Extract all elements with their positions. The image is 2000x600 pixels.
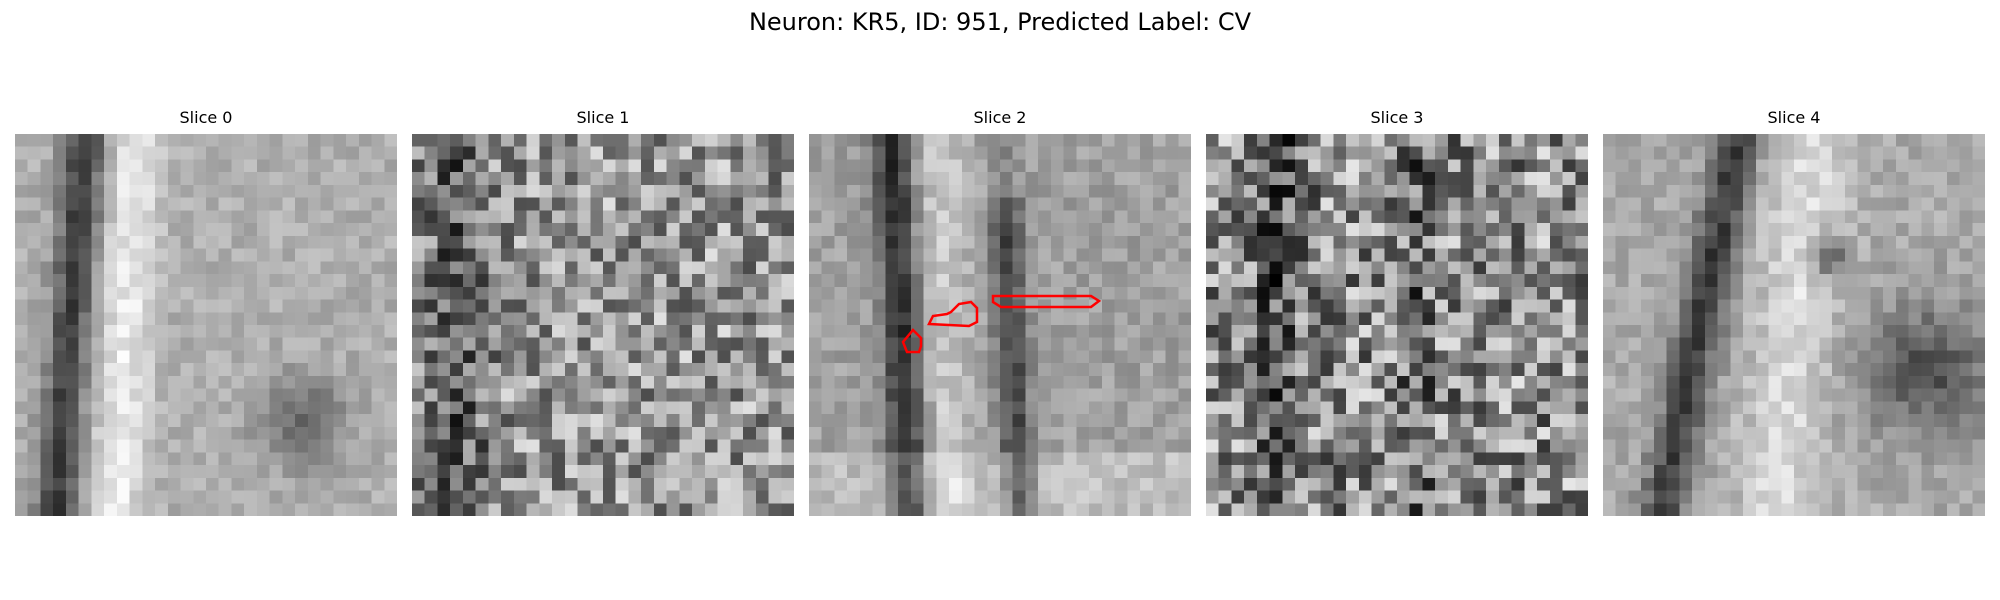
slice-panel-4: Slice 4: [1603, 108, 1985, 516]
slice-panel-3: Slice 3: [1206, 108, 1588, 516]
slice-image-3: [1206, 134, 1588, 516]
slice-panel-2: Slice 2: [809, 108, 1191, 516]
slice-title-0: Slice 0: [179, 108, 233, 127]
slice-image-4: [1603, 134, 1985, 516]
slice-title-2: Slice 2: [973, 108, 1027, 127]
slice-image-2: [809, 134, 1191, 516]
slice-panel-0: Slice 0: [15, 108, 397, 516]
slice-image-1: [412, 134, 794, 516]
slice-title-3: Slice 3: [1370, 108, 1424, 127]
slice-panel-1: Slice 1: [412, 108, 794, 516]
figure-title: Neuron: KR5, ID: 951, Predicted Label: C…: [748, 8, 1252, 36]
slice-title-4: Slice 4: [1767, 108, 1821, 127]
slice-title-1: Slice 1: [576, 108, 630, 127]
slice-image-0: [15, 134, 397, 516]
